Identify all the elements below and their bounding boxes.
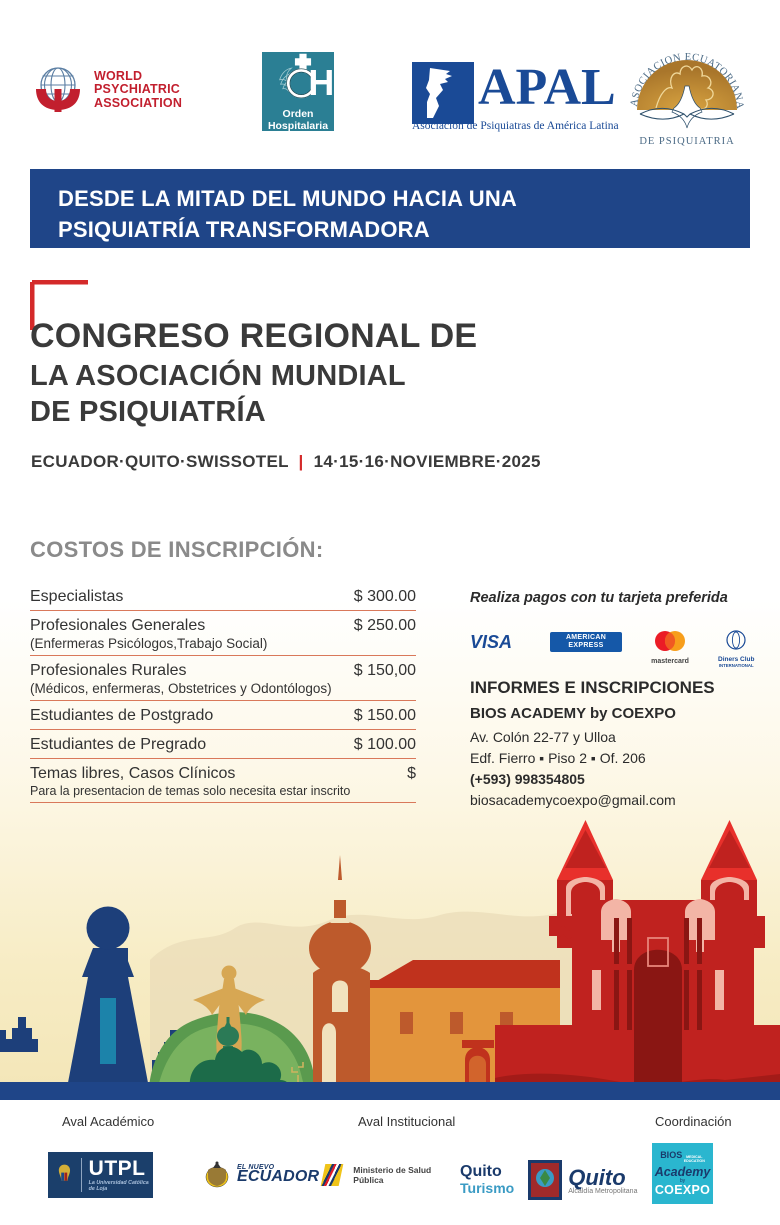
svg-text:VISA: VISA <box>470 632 512 652</box>
svg-text:H: H <box>308 63 334 103</box>
